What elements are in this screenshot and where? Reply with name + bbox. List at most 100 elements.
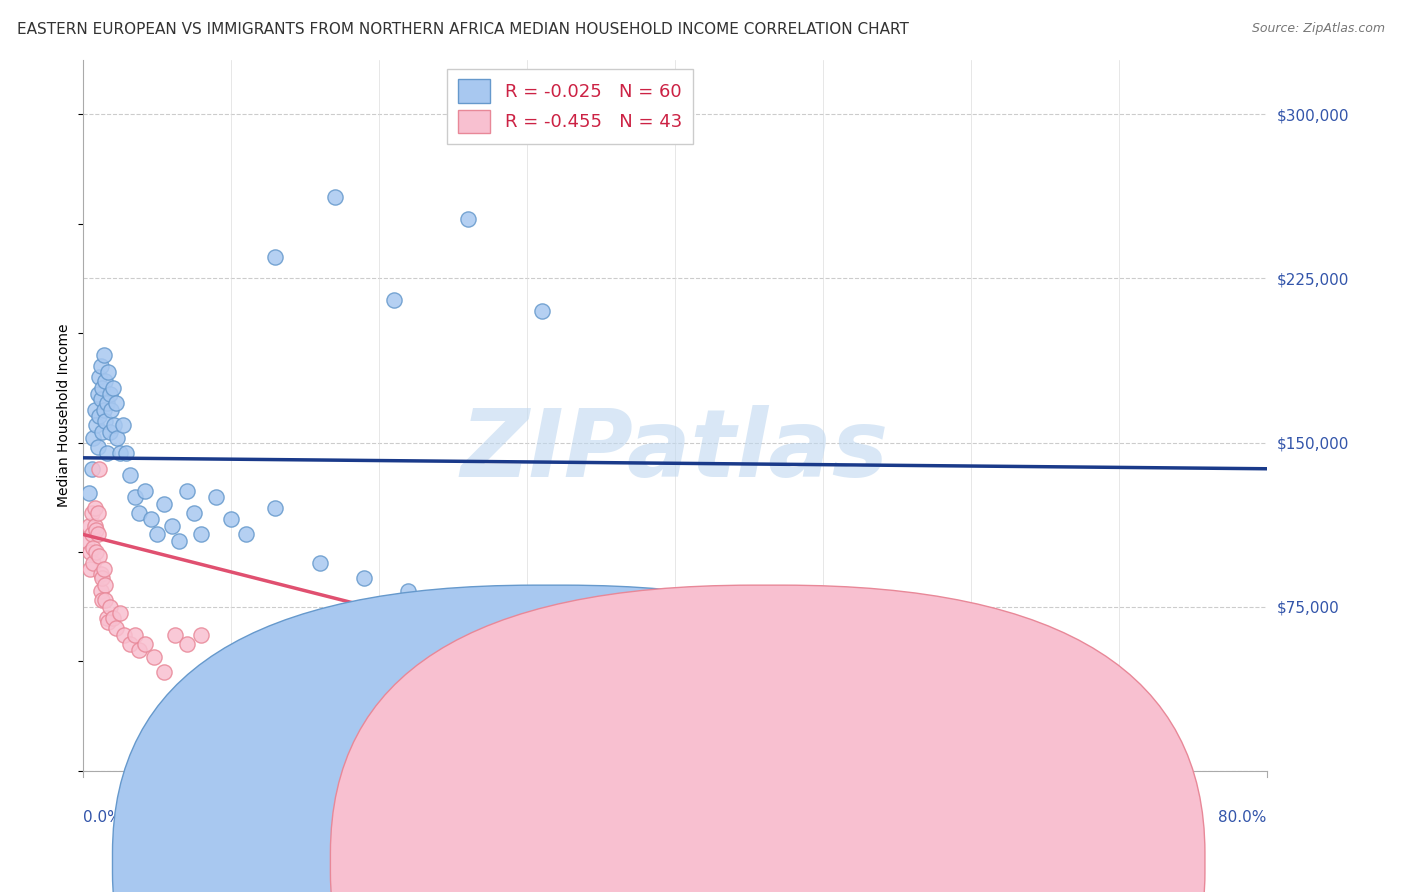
- Point: [97, 366, 120, 380]
- Point: [77, 485, 100, 500]
- Point: [398, 584, 420, 599]
- Point: [87, 527, 110, 541]
- Text: 0.0%: 0.0%: [83, 810, 122, 825]
- Point: [264, 501, 287, 516]
- Point: [634, 628, 657, 642]
- Point: [90, 392, 112, 406]
- Point: [101, 610, 124, 624]
- Point: [84, 523, 107, 537]
- Point: [93, 348, 115, 362]
- Point: [94, 414, 117, 428]
- Point: [103, 417, 125, 432]
- Text: ZIPatlas: ZIPatlas: [461, 405, 889, 497]
- Point: [111, 417, 134, 432]
- Point: [94, 374, 117, 388]
- Point: [205, 658, 228, 673]
- Point: [153, 497, 176, 511]
- Point: [97, 615, 120, 629]
- Point: [128, 643, 150, 657]
- Point: [353, 571, 375, 585]
- Point: [91, 593, 114, 607]
- Point: [105, 431, 128, 445]
- Point: [87, 506, 110, 520]
- Point: [190, 628, 212, 642]
- Point: [323, 190, 346, 204]
- Point: [1033, 628, 1056, 642]
- Point: [90, 584, 112, 599]
- Point: [190, 527, 212, 541]
- Point: [91, 381, 114, 395]
- Point: [382, 293, 405, 308]
- Text: Source: ZipAtlas.com: Source: ZipAtlas.com: [1251, 22, 1385, 36]
- Point: [82, 541, 104, 555]
- Point: [98, 425, 121, 439]
- Point: [98, 387, 121, 401]
- Point: [93, 402, 115, 417]
- Y-axis label: Median Household Income: Median Household Income: [58, 324, 72, 507]
- Point: [83, 402, 105, 417]
- Point: [80, 506, 103, 520]
- Point: [235, 527, 257, 541]
- Legend: R = -0.025   N = 60, R = -0.455   N = 43: R = -0.025 N = 60, R = -0.455 N = 43: [447, 69, 693, 144]
- Point: [84, 417, 107, 432]
- Point: [80, 462, 103, 476]
- Point: [219, 512, 242, 526]
- Point: [108, 606, 131, 620]
- Point: [163, 628, 186, 642]
- Point: [134, 483, 156, 498]
- Point: [124, 628, 146, 642]
- Point: [183, 506, 205, 520]
- Point: [77, 518, 100, 533]
- Point: [146, 527, 169, 541]
- Text: 80.0%: 80.0%: [1218, 810, 1267, 825]
- Point: [124, 490, 146, 504]
- Point: [90, 566, 112, 581]
- Point: [457, 212, 479, 227]
- Point: [76, 533, 98, 548]
- Point: [87, 440, 110, 454]
- Point: [471, 599, 494, 614]
- Point: [738, 637, 761, 651]
- Point: [79, 545, 101, 559]
- Point: [104, 622, 127, 636]
- Point: [87, 387, 110, 401]
- Point: [235, 702, 257, 716]
- Text: EASTERN EUROPEAN VS IMMIGRANTS FROM NORTHERN AFRICA MEDIAN HOUSEHOLD INCOME CORR: EASTERN EUROPEAN VS IMMIGRANTS FROM NORT…: [17, 22, 908, 37]
- Point: [120, 468, 142, 483]
- Point: [96, 396, 118, 410]
- Point: [82, 556, 104, 570]
- Point: [90, 359, 112, 373]
- Point: [83, 518, 105, 533]
- Point: [120, 637, 142, 651]
- Point: [160, 518, 183, 533]
- Point: [134, 637, 156, 651]
- Text: Immigrants from Northern Africa: Immigrants from Northern Africa: [789, 855, 1015, 870]
- Point: [94, 578, 117, 592]
- Point: [546, 615, 568, 629]
- Point: [89, 369, 111, 384]
- Point: [167, 533, 190, 548]
- Point: [128, 506, 150, 520]
- Point: [115, 446, 138, 460]
- Point: [176, 483, 198, 498]
- Point: [176, 637, 198, 651]
- Point: [278, 622, 301, 636]
- Point: [143, 649, 166, 664]
- Point: [205, 490, 228, 504]
- Point: [100, 402, 122, 417]
- Text: Eastern Europeans: Eastern Europeans: [571, 855, 702, 870]
- Point: [94, 593, 117, 607]
- Point: [153, 665, 176, 680]
- Point: [308, 556, 330, 570]
- Point: [89, 409, 111, 424]
- Point: [91, 571, 114, 585]
- Point: [104, 396, 127, 410]
- Point: [101, 381, 124, 395]
- Point: [96, 610, 118, 624]
- Point: [98, 599, 121, 614]
- Point: [139, 512, 162, 526]
- Point: [84, 545, 107, 559]
- Point: [83, 501, 105, 516]
- Point: [89, 549, 111, 564]
- Point: [82, 431, 104, 445]
